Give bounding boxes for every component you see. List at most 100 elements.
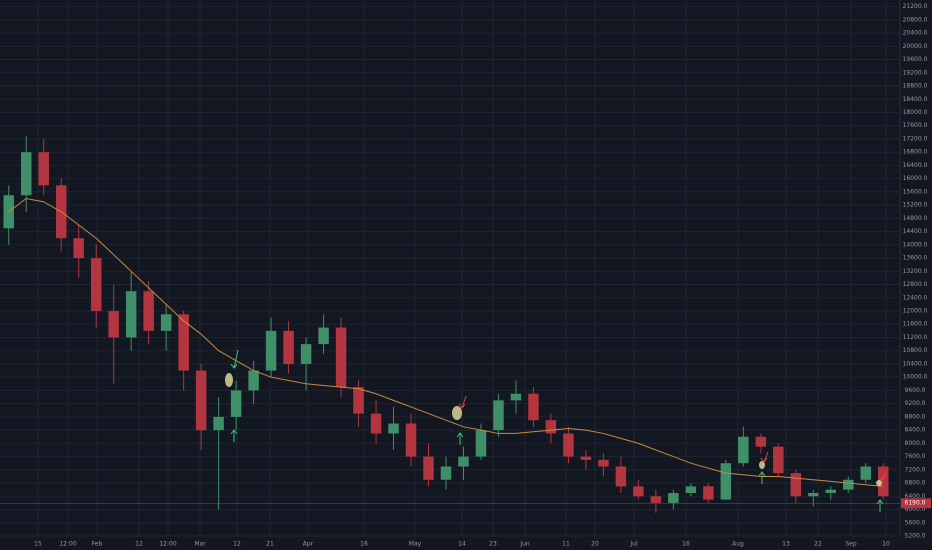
- candle-body: [598, 459, 609, 467]
- y-tick-label: 19600.0: [903, 56, 928, 63]
- candle-body: [265, 330, 277, 371]
- last-price-box: [901, 498, 931, 509]
- arrow: [230, 349, 239, 369]
- candle-body: [738, 436, 749, 464]
- x-tick-label: Sep: [845, 541, 857, 548]
- candle-body: [20, 152, 32, 196]
- candle-body: [563, 433, 574, 457]
- candle-body: [860, 466, 872, 480]
- marker-circle: [225, 373, 233, 387]
- x-tick-label: Feb: [92, 541, 103, 548]
- x-tick-label: Apr: [303, 541, 314, 548]
- candle-body: [38, 152, 49, 186]
- y-tick-label: 12000.0: [903, 308, 928, 315]
- x-tick-label: 14: [458, 541, 466, 548]
- candle-body: [650, 496, 662, 503]
- y-tick-label: 14000.0: [903, 241, 928, 248]
- arrow: [456, 432, 464, 445]
- x-tick-label: 16: [682, 541, 690, 548]
- last-price-label: 6190.0: [905, 500, 926, 507]
- y-tick-label: 14400.0: [903, 228, 928, 235]
- candle-body: [143, 291, 154, 331]
- candle-body: [808, 492, 819, 497]
- arrow: [760, 451, 769, 463]
- y-tick-label: 17200.0: [903, 135, 928, 142]
- y-tick-label: 19200.0: [903, 69, 928, 76]
- marker-circle: [876, 480, 882, 486]
- y-tick-label: 20000.0: [903, 43, 928, 50]
- candle-body: [843, 479, 854, 490]
- candle-body: [615, 466, 627, 487]
- marker-circle: [759, 461, 765, 469]
- x-tick-label: 11: [562, 541, 570, 548]
- y-tick-label: 16400.0: [903, 162, 928, 169]
- x-tick-label: 12: [233, 541, 241, 548]
- candle-body: [213, 416, 224, 431]
- y-tick-label: 12800.0: [903, 281, 928, 288]
- candle-body: [423, 456, 434, 480]
- x-tick-label: 12:00: [159, 541, 176, 548]
- x-tick-label: Aug: [732, 541, 744, 548]
- candle-body: [755, 436, 767, 447]
- x-tick-label: 12:00: [59, 541, 76, 548]
- y-tick-label: 20400.0: [903, 30, 928, 37]
- y-tick-label: 14800.0: [903, 215, 928, 222]
- candle-body: [878, 466, 889, 497]
- candle-body: [300, 344, 312, 364]
- candle-body: [90, 258, 102, 312]
- candle-body: [580, 456, 592, 460]
- y-tick-label: 11600.0: [903, 321, 928, 328]
- x-tick-label: 16: [360, 541, 368, 548]
- x-tick-label: 21: [266, 541, 274, 548]
- candle-body: [475, 430, 487, 457]
- annotations: [225, 349, 887, 512]
- y-tick-label: 6000.0: [905, 506, 926, 513]
- x-tick-label: Jun: [519, 541, 530, 548]
- arrow: [458, 395, 467, 409]
- y-tick-label: 17600.0: [903, 122, 928, 129]
- y-tick-label: 13600.0: [903, 255, 928, 262]
- y-tick-label: 6800.0: [905, 480, 926, 487]
- candle-body: [283, 330, 294, 364]
- y-tick-label: 15200.0: [903, 202, 928, 209]
- candle-body: [125, 291, 137, 338]
- candle-body: [318, 327, 329, 345]
- candle-body: [335, 327, 347, 388]
- y-tick-label: 8400.0: [905, 427, 926, 434]
- y-tick-label: 8800.0: [905, 413, 926, 420]
- candle-body: [230, 390, 242, 417]
- y-tick-label: 15600.0: [903, 188, 928, 195]
- candle-body: [545, 420, 557, 434]
- candle-body: [668, 492, 679, 503]
- y-tick-label: 6400.0: [905, 493, 926, 500]
- y-tick-label: 10800.0: [903, 347, 928, 354]
- candle-body: [353, 387, 364, 414]
- x-tick-label: 15: [34, 541, 42, 548]
- candle-body: [685, 486, 697, 493]
- candle-body: [440, 466, 452, 480]
- y-tick-label: 9600.0: [905, 387, 926, 394]
- y-tick-label: 12400.0: [903, 294, 928, 301]
- y-tick-label: 21200.0: [903, 3, 928, 10]
- x-tick-label: 22: [814, 541, 822, 548]
- candle-body: [195, 370, 207, 431]
- y-tick-label: 11200.0: [903, 334, 928, 341]
- y-tick-label: 18800.0: [903, 83, 928, 90]
- x-tick-label: Mar: [194, 541, 206, 548]
- arrow: [230, 429, 238, 442]
- y-tick-label: 7200.0: [905, 466, 926, 473]
- x-tick-label: 13: [782, 541, 790, 548]
- y-tick-label: 16000.0: [903, 175, 928, 182]
- candle-body: [73, 238, 84, 259]
- candle-body: [405, 423, 417, 457]
- y-tick-label: 13200.0: [903, 268, 928, 275]
- candle-body: [458, 456, 469, 467]
- arrow: [876, 499, 884, 512]
- x-tick-label: May: [409, 541, 422, 548]
- x-tick-label: 12: [135, 541, 143, 548]
- y-tick-label: 10000.0: [903, 374, 928, 381]
- arrow: [878, 471, 887, 481]
- y-tick-label: 8000.0: [905, 440, 926, 447]
